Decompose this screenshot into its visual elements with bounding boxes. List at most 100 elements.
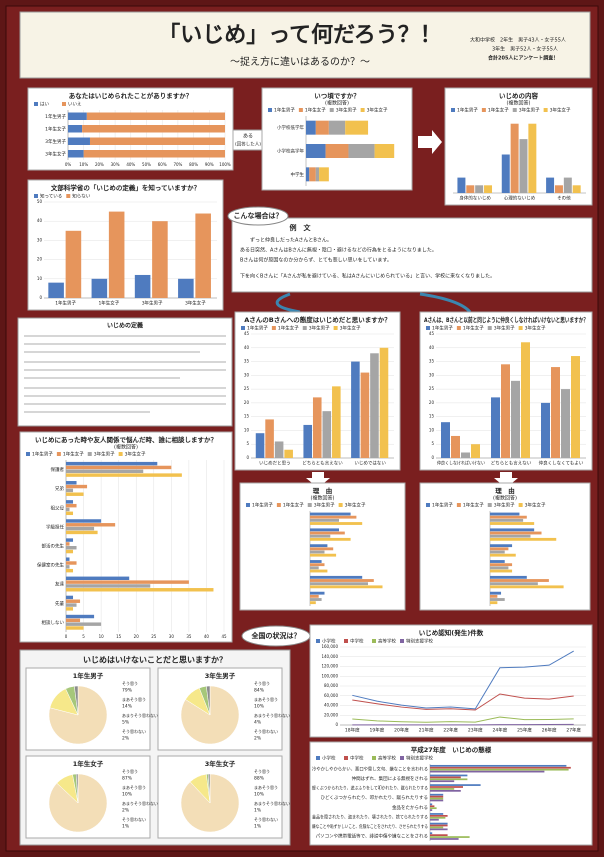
example-panel (232, 218, 592, 292)
legend-swatch (488, 326, 492, 330)
bar (66, 596, 73, 599)
bar (66, 569, 73, 572)
bar (66, 626, 84, 629)
legend-label: 1年生女子 (463, 325, 484, 332)
x-tick-label: 3年生男子 (142, 300, 163, 307)
survey-line: 3年生 男子52人・女子55人 (492, 46, 558, 53)
bar (475, 185, 483, 193)
legend-swatch (316, 639, 320, 643)
bar (457, 178, 465, 193)
bar (195, 214, 211, 298)
slice-value: 2% (122, 736, 130, 742)
legend-label: 1年生女子 (488, 107, 509, 114)
chart-title: 理 由 (313, 486, 333, 495)
y-tick-label: 80,000 (324, 683, 338, 688)
x-tick-label: 22年度 (443, 727, 458, 734)
bar-segment (82, 125, 225, 133)
slice-label: そう思わない (122, 728, 146, 734)
bar (490, 554, 516, 557)
x-tick-label: いじめだと思う (259, 461, 291, 467)
x-tick-label: 3年生女子 (185, 300, 206, 307)
bar (310, 516, 356, 519)
category-label: 兄弟 (55, 485, 64, 492)
x-tick-label: 100% (219, 162, 231, 167)
bar (528, 124, 536, 193)
x-tick-label: 26年度 (542, 727, 557, 734)
legend-swatch (400, 639, 404, 643)
bar (490, 560, 505, 563)
legend-swatch (26, 452, 30, 456)
y-tick-label: 60,000 (324, 693, 338, 698)
x-tick-label: どちらとも言えない (302, 460, 343, 467)
bar (573, 185, 581, 193)
legend-label: 1年生男子 (252, 502, 273, 509)
category-label: 1年生女子 (45, 125, 66, 132)
y-tick-label: 140,000 (321, 654, 338, 659)
category-label: パソコンや携帯電話等で、誹謗中傷や嫌なことをされる (316, 833, 428, 840)
chart-title: 1年生男子 (73, 671, 104, 680)
legend-label: 1年生男子 (432, 502, 453, 509)
category-label: 小学校低学年 (277, 124, 304, 131)
bar (430, 765, 566, 767)
x-tick-label: 35 (186, 634, 192, 639)
bar (541, 403, 550, 458)
bar (323, 411, 332, 458)
slice-value: 5% (122, 720, 130, 726)
bar (502, 155, 510, 194)
bar (430, 798, 443, 800)
legend-swatch (308, 503, 312, 507)
bar (66, 622, 101, 625)
legend-swatch (344, 756, 348, 760)
category-label: 相談しない (42, 619, 65, 626)
slice-label: あまりそう思わない (122, 712, 158, 718)
bar (310, 513, 351, 516)
bar (310, 570, 327, 573)
category-label: 小学校高学年 (277, 148, 304, 155)
chart-subtitle: (複数回答) (311, 495, 335, 502)
legend-swatch (457, 326, 461, 330)
legend-label: 3年生女子 (340, 325, 361, 332)
legend-label: 3年生女子 (550, 107, 571, 114)
bar (310, 576, 362, 579)
legend-label: 小学校 (322, 755, 336, 762)
legend-label: 3年生女子 (525, 325, 546, 332)
bar (430, 777, 461, 779)
bar (310, 585, 383, 588)
bar (135, 275, 151, 298)
bar-segment (319, 167, 329, 181)
bar (66, 508, 70, 511)
bar-segment (84, 150, 225, 158)
bar (430, 832, 432, 834)
bar (66, 519, 101, 522)
legend-swatch (513, 108, 517, 112)
bar (66, 500, 73, 503)
legend-label: いいえ (68, 102, 82, 108)
bar (303, 425, 312, 458)
y-tick-label: 25 (429, 386, 435, 391)
bar-segment (309, 167, 316, 181)
category-label: 保健室の先生 (37, 562, 64, 569)
bar (430, 780, 454, 782)
y-tick-label: 45 (244, 331, 250, 336)
bar-segment (306, 121, 316, 135)
legend-label: 特別支援学校 (406, 638, 433, 645)
x-tick-label: 20年度 (394, 727, 409, 734)
bar (511, 124, 519, 193)
bar-segment (316, 167, 319, 181)
bar (430, 809, 432, 811)
legend-swatch (268, 108, 272, 112)
category-label: 1年生男子 (45, 113, 66, 120)
chart-title: 理 由 (495, 486, 515, 495)
legend-swatch (299, 108, 303, 112)
legend-swatch (57, 452, 61, 456)
bar-segment (345, 121, 368, 135)
survey-line: 合計205人にアンケート調査！ (487, 55, 558, 62)
bar (66, 462, 157, 465)
bar (490, 601, 497, 604)
bar (490, 532, 542, 535)
x-tick-label: いじめではない (354, 460, 386, 467)
legend-swatch (457, 503, 461, 507)
chart-title: 3年生男子 (205, 671, 236, 680)
bar (430, 767, 571, 769)
bar (501, 364, 510, 458)
